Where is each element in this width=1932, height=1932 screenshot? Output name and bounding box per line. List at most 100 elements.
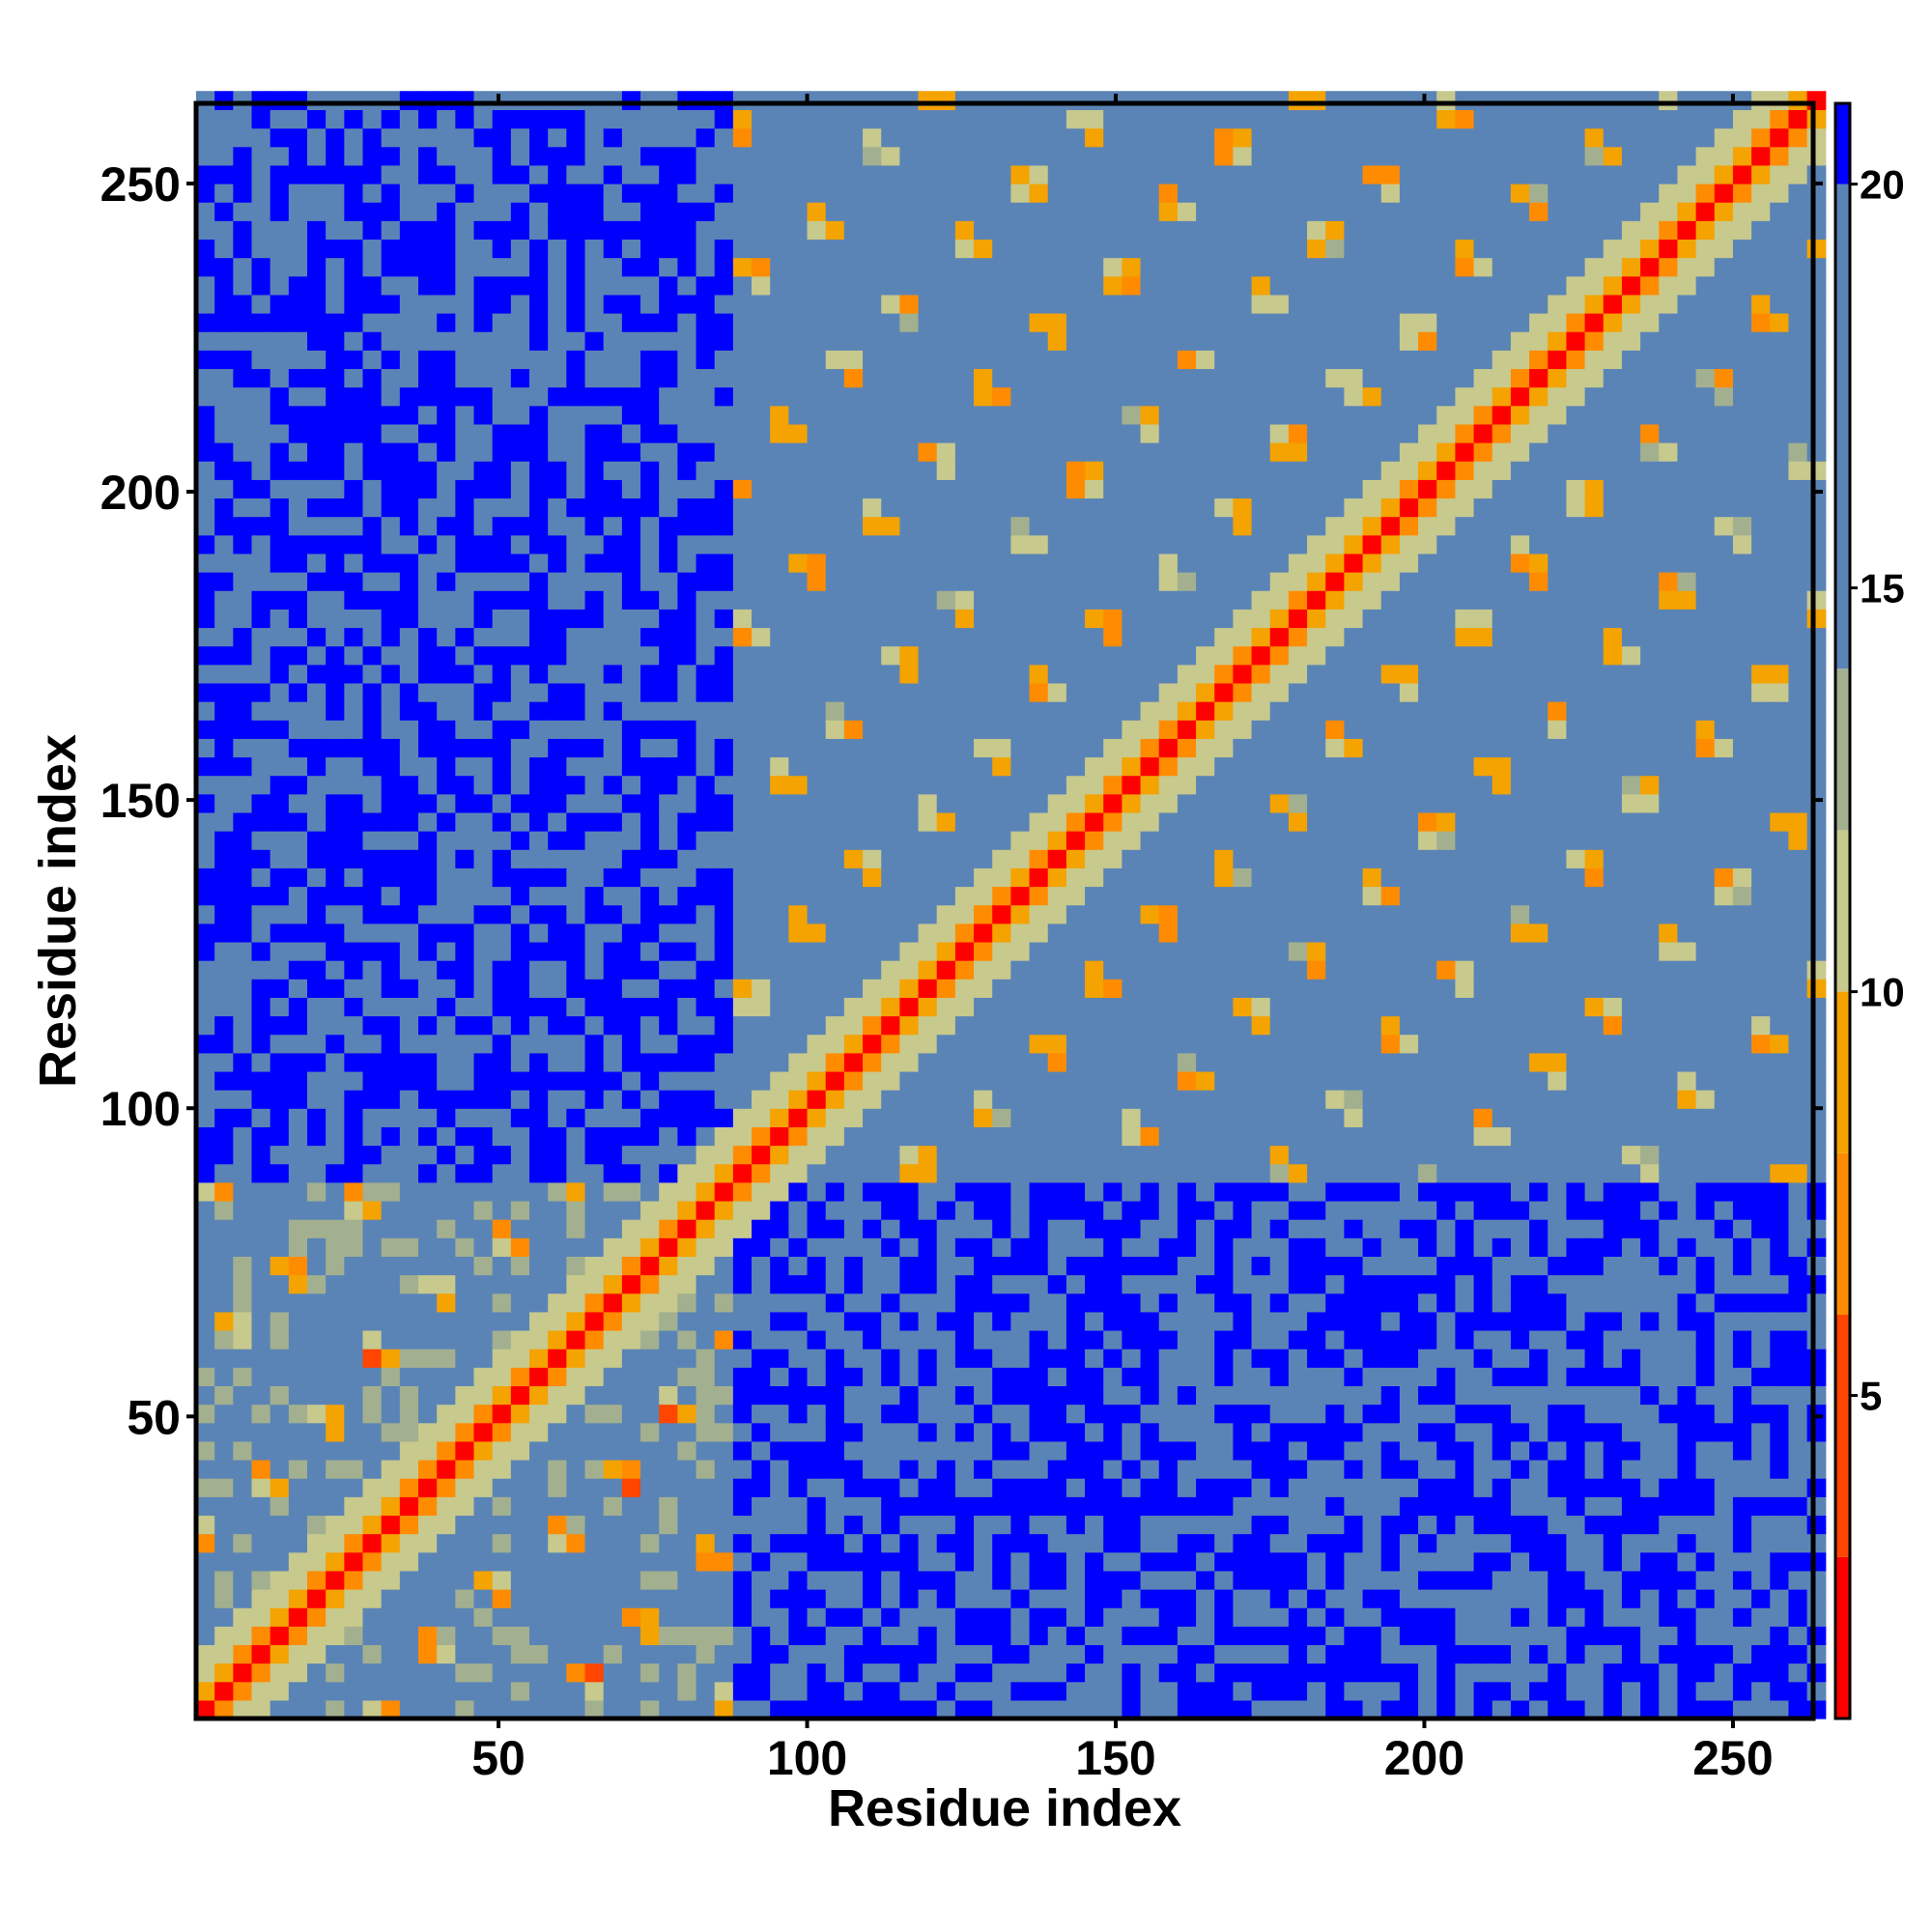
heatmap-cell — [1122, 257, 1142, 277]
heatmap-cell — [640, 128, 660, 148]
heatmap-cell — [992, 331, 1011, 351]
heatmap-cell — [344, 1588, 364, 1608]
heatmap-cell — [584, 886, 605, 906]
heatmap-cell — [473, 1293, 494, 1313]
heatmap-cell — [492, 275, 512, 296]
heatmap-cell — [1140, 368, 1160, 388]
heatmap-cell — [1140, 1090, 1160, 1109]
heatmap-cell — [714, 904, 734, 924]
heatmap-cell — [1177, 423, 1197, 443]
heatmap-cell — [696, 1459, 716, 1479]
heatmap-cell — [918, 1404, 938, 1424]
heatmap-cell — [621, 1515, 641, 1535]
heatmap-cell — [214, 386, 234, 407]
heatmap-cell — [677, 164, 697, 185]
heatmap-cell — [1122, 811, 1142, 832]
heatmap-cell — [1158, 979, 1179, 998]
heatmap-cell — [437, 1274, 456, 1294]
heatmap-cell — [732, 775, 753, 795]
heatmap-cell — [270, 775, 290, 795]
heatmap-cell — [1065, 609, 1086, 629]
heatmap-cell — [1177, 979, 1197, 998]
heatmap-cell — [770, 1404, 789, 1424]
heatmap-cell — [788, 1662, 809, 1683]
heatmap-cell — [437, 405, 456, 425]
heatmap-cell — [899, 664, 920, 684]
heatmap-cell — [326, 1551, 345, 1572]
heatmap-cell — [1085, 1588, 1104, 1608]
heatmap-cell — [1158, 720, 1179, 739]
heatmap-cell — [863, 1274, 882, 1294]
heatmap-cell — [899, 461, 920, 480]
heatmap-cell — [1085, 941, 1104, 961]
heatmap-cell — [418, 1256, 438, 1276]
heatmap-cell — [677, 627, 697, 647]
heatmap-cell — [418, 1274, 438, 1294]
heatmap-cell — [714, 1349, 734, 1368]
heatmap-cell — [992, 1367, 1011, 1387]
heatmap-cell — [992, 128, 1011, 148]
heatmap-cell — [418, 627, 438, 647]
heatmap-cell — [640, 738, 660, 758]
heatmap-cell — [843, 572, 864, 591]
heatmap-cell — [788, 202, 809, 221]
heatmap-cell — [677, 923, 697, 943]
heatmap-cell — [1122, 497, 1142, 518]
heatmap-cell — [251, 664, 271, 684]
heatmap-cell — [640, 257, 660, 277]
heatmap-cell — [770, 1496, 789, 1517]
heatmap-cell — [974, 831, 993, 850]
heatmap-cell — [288, 350, 308, 370]
heatmap-cell — [214, 572, 234, 591]
heatmap-cell — [899, 1329, 920, 1350]
heatmap-cell — [1047, 923, 1067, 943]
heatmap-cell — [473, 1311, 494, 1331]
heatmap-cell — [752, 960, 771, 980]
heatmap-cell — [1103, 294, 1122, 314]
heatmap-cell — [288, 1219, 308, 1238]
heatmap-cell — [381, 146, 401, 166]
heatmap-cell — [1047, 239, 1067, 259]
heatmap-cell — [362, 831, 383, 850]
heatmap-cell — [270, 257, 290, 277]
heatmap-cell — [1214, 1496, 1235, 1517]
heatmap-cell — [510, 1200, 530, 1220]
heatmap-cell — [954, 1052, 975, 1072]
heatmap-cell — [1233, 886, 1253, 906]
heatmap-cell — [1085, 1349, 1104, 1368]
heatmap-cell — [936, 1034, 956, 1054]
heatmap-cell — [603, 275, 623, 296]
heatmap-cell — [1177, 1145, 1197, 1165]
heatmap-cell — [752, 904, 771, 924]
heatmap-cell — [1140, 1329, 1160, 1350]
heatmap-cell — [732, 183, 753, 203]
heatmap-cell — [584, 1422, 605, 1442]
heatmap-cell — [843, 720, 864, 739]
heatmap-cell — [1196, 386, 1215, 407]
heatmap-cell — [974, 1570, 993, 1590]
heatmap-cell — [899, 1404, 920, 1424]
heatmap-cell — [714, 1459, 734, 1479]
heatmap-cell — [455, 312, 475, 332]
heatmap-cell — [899, 479, 920, 499]
heatmap-cell — [196, 1181, 215, 1202]
heatmap-cell — [1233, 1163, 1253, 1183]
heatmap-cell — [529, 1108, 549, 1127]
heatmap-cell — [1196, 1052, 1215, 1072]
heatmap-cell — [251, 1588, 271, 1608]
heatmap-cell — [529, 831, 549, 850]
heatmap-cell — [1065, 1237, 1086, 1257]
heatmap-cell — [603, 146, 623, 166]
heatmap-cell — [918, 720, 938, 739]
heatmap-cell — [843, 1034, 864, 1054]
heatmap-cell — [918, 1070, 938, 1091]
heatmap-cell — [954, 1533, 975, 1553]
heatmap-cell — [270, 1478, 290, 1497]
heatmap-cell — [362, 1644, 383, 1664]
heatmap-cell — [899, 1422, 920, 1442]
heatmap-cell — [1029, 183, 1049, 203]
heatmap-cell — [603, 91, 623, 111]
heatmap-cell — [899, 294, 920, 314]
heatmap-cell — [548, 997, 567, 1017]
heatmap-cell — [825, 756, 845, 777]
